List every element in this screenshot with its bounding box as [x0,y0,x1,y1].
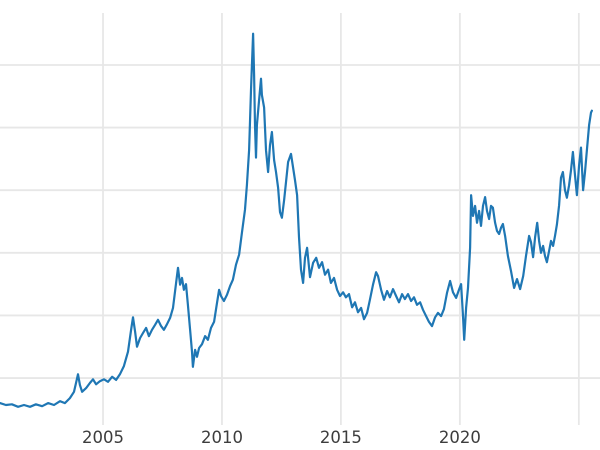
x-tick-label: 2005 [82,428,124,447]
x-tick-label: 2015 [320,428,362,447]
x-tick-label: 2020 [439,428,481,447]
x-tick-label: 2010 [201,428,243,447]
price-line [0,32,594,408]
